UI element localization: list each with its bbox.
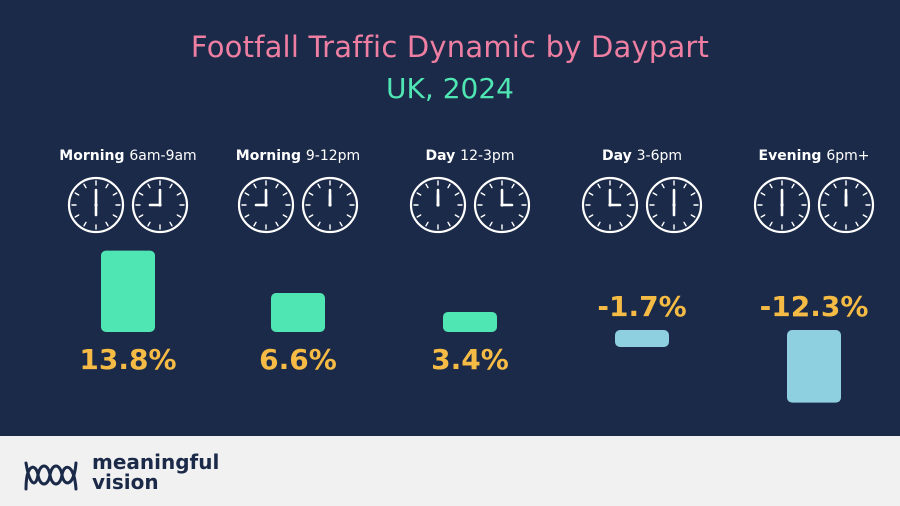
category-name: Day (602, 148, 637, 164)
category-range: 9-12pm (306, 148, 360, 164)
category-label: Evening 6pm+ (759, 148, 870, 164)
category-range: 6am-9am (129, 148, 196, 164)
data-label: -12.3% (760, 290, 869, 323)
bar (615, 330, 669, 347)
brand-line-1: meaningful (92, 450, 220, 474)
data-label: 13.8% (79, 343, 176, 376)
chart-area: Footfall Traffic Dynamic by Daypart UK, … (0, 0, 900, 436)
category-label: Morning 6am-9am (59, 148, 196, 164)
bar-chart: Morning 6am-9am 13.8% Morning 9-12pm 6.6% Da… (59, 148, 875, 403)
bar (787, 330, 841, 403)
bar (443, 311, 497, 332)
category-label: Day 3-6pm (602, 148, 682, 164)
clock-icon (753, 176, 811, 234)
category-range: 3-6pm (637, 148, 682, 164)
category-range: 12-3pm (460, 148, 514, 164)
clock-icon (131, 176, 189, 234)
category-label: Morning 9-12pm (236, 148, 360, 164)
brand-name: meaningful vision (92, 452, 219, 492)
category-name: Morning (59, 148, 129, 164)
data-label: -1.7% (597, 290, 686, 323)
clock-icon (301, 176, 359, 234)
clock-icon (237, 176, 295, 234)
category-label: Day 12-3pm (426, 148, 515, 164)
category-name: Morning (236, 148, 306, 164)
data-label: 6.6% (259, 343, 337, 376)
bar (271, 293, 325, 332)
footer-bar (0, 436, 900, 506)
chart-subtitle: UK, 2024 (386, 72, 514, 105)
meaningful-vision-logo-icon (24, 461, 78, 491)
bar (101, 250, 155, 332)
category-range: 6pm+ (826, 148, 869, 164)
data-label: 3.4% (431, 343, 509, 376)
category-name: Evening (759, 148, 827, 164)
clock-icon (473, 176, 531, 234)
clock-icon (645, 176, 703, 234)
brand-line-2: vision (92, 470, 159, 494)
clock-icon (67, 176, 125, 234)
clock-icon (581, 176, 639, 234)
chart-title: Footfall Traffic Dynamic by Daypart (190, 30, 710, 64)
clock-icon (817, 176, 875, 234)
clock-icon (409, 176, 467, 234)
category-name: Day (426, 148, 461, 164)
